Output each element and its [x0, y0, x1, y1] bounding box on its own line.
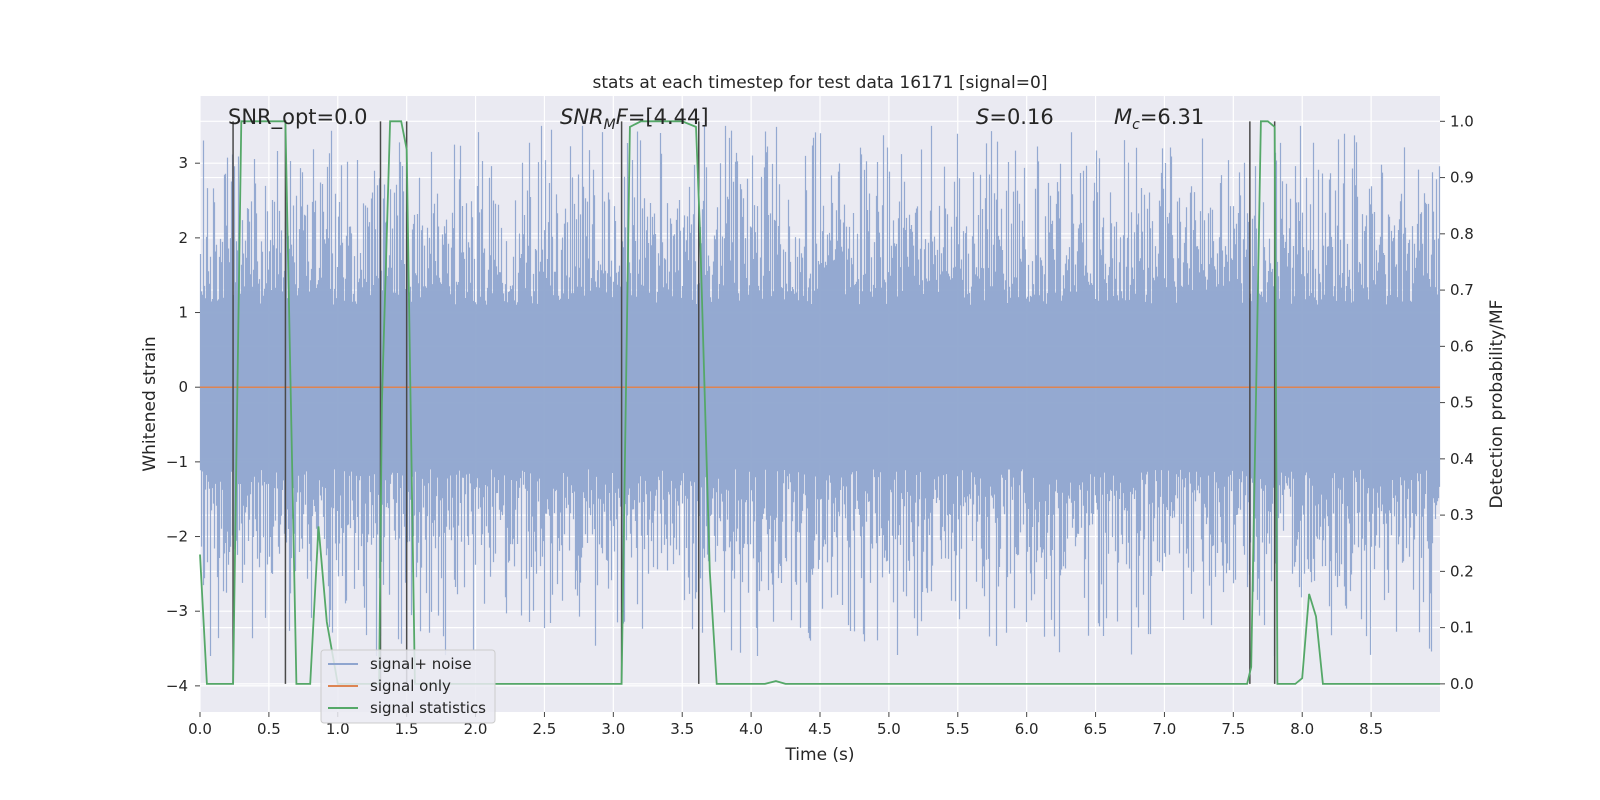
x-tick-label: 8.5 — [1359, 720, 1383, 738]
snr-mf-value: =[4.44] — [628, 105, 709, 129]
right-y-tick-label: 0.2 — [1450, 562, 1474, 580]
x-tick-label: 8.0 — [1290, 720, 1314, 738]
signal-noise-series — [199, 125, 1441, 656]
legend-box — [320, 649, 496, 724]
mc-sub: c — [1132, 117, 1140, 133]
right-y-tick-label: 0.5 — [1450, 394, 1474, 412]
x-tick-label: 1.0 — [326, 720, 350, 738]
right-y-axis-ticks: 1.0 0.9 0.8 0.7 0.6 0.5 0.4 0.3 0.2 0.1 0.0 — [1440, 112, 1474, 693]
x-tick-label: 2.5 — [533, 720, 557, 738]
right-y-tick-label: 0.6 — [1450, 337, 1474, 355]
x-axis-ticks: 0.0 0.5 1.0 1.5 2.0 2.5 3.0 3.5 4.0 4.5 5.0 5.5 6.0 6… — [188, 712, 1383, 738]
y-axis-label: Whitened strain — [140, 336, 160, 471]
left-y-tick-label: −1 — [166, 453, 188, 471]
right-y-axis-label: Detection probability/MF — [1487, 300, 1507, 509]
chart-title: stats at each timestep for test data 161… — [593, 73, 1048, 93]
x-tick-label: 7.5 — [1221, 720, 1245, 738]
left-y-tick-label: 3 — [178, 154, 188, 172]
x-tick-label: 3.0 — [601, 720, 625, 738]
x-tick-label: 5.5 — [946, 720, 970, 738]
snr-mf-sub: M — [604, 117, 616, 133]
left-y-tick-label: 1 — [178, 304, 188, 322]
snr-mf-annotation: SNRMF=[4.44] — [560, 105, 709, 133]
x-tick-label: 4.5 — [808, 720, 832, 738]
left-y-axis-ticks: 3 2 1 0 −1 −2 −3 −4 — [166, 154, 200, 695]
right-y-tick-label: 1.0 — [1450, 112, 1474, 130]
right-y-tick-label: 0.4 — [1450, 450, 1474, 468]
signal-noise-trace — [199, 125, 1441, 656]
right-y-tick-label: 0.0 — [1450, 675, 1474, 693]
x-tick-label: 3.5 — [670, 720, 694, 738]
x-tick-label: 6.0 — [1015, 720, 1039, 738]
x-tick-label: 1.5 — [395, 720, 419, 738]
left-y-tick-label: −2 — [166, 528, 188, 546]
s-annotation: S=0.16 — [976, 105, 1054, 129]
s-var: S — [976, 105, 989, 129]
left-y-tick-label: 2 — [178, 229, 188, 247]
signal-statistics-series — [199, 120, 1440, 685]
x-axis-label: Time (s) — [784, 745, 854, 765]
snr-mf-var: F — [616, 105, 629, 129]
x-tick-label: 5.0 — [877, 720, 901, 738]
right-y-tick-label: 0.8 — [1450, 225, 1474, 243]
mc-annotation: Mc=6.31 — [1114, 105, 1204, 133]
legend-label-signal-only: signal only — [370, 677, 451, 695]
left-y-tick-label: 0 — [178, 378, 188, 396]
legend-label-signal-statistics: signal statistics — [370, 699, 486, 717]
left-y-tick-label: −3 — [166, 602, 188, 620]
snr-mf-base: SNR — [560, 105, 604, 129]
mc-var: M — [1114, 105, 1132, 129]
x-tick-label: 7.0 — [1153, 720, 1177, 738]
right-y-tick-label: 0.3 — [1450, 506, 1474, 524]
x-tick-label: 4.0 — [739, 720, 763, 738]
left-y-tick-label: −4 — [166, 677, 188, 695]
legend-label-signal-noise: signal+ noise — [370, 655, 472, 673]
right-y-tick-label: 0.1 — [1450, 619, 1474, 637]
x-tick-label: 0.5 — [257, 720, 281, 738]
s-value: =0.16 — [989, 105, 1053, 129]
mc-value: =6.31 — [1140, 105, 1204, 129]
snr-opt-annotation: SNR_opt=0.0 — [228, 105, 368, 130]
x-tick-label: 6.5 — [1084, 720, 1108, 738]
right-y-tick-label: 0.9 — [1450, 169, 1474, 187]
x-tick-label: 0.0 — [188, 720, 212, 738]
right-y-tick-label: 0.7 — [1450, 281, 1474, 299]
x-tick-label: 2.0 — [464, 720, 488, 738]
legend: signal+ noise signal only signal statist… — [320, 649, 496, 724]
